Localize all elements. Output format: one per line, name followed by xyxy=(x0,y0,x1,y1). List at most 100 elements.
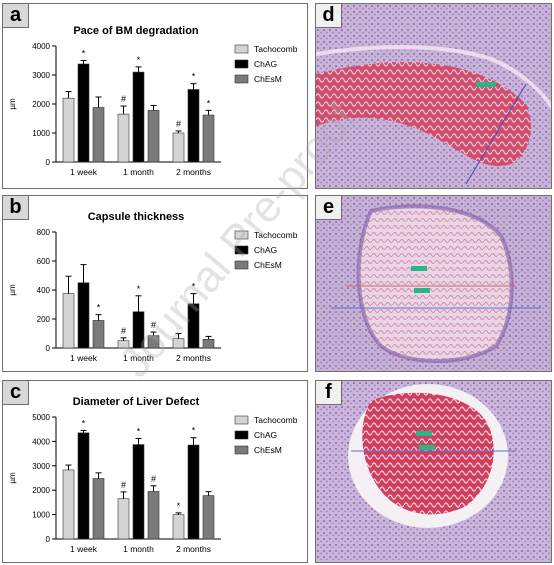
bar-tachocomb xyxy=(172,514,185,540)
y-tick-label: 1000 xyxy=(32,129,50,138)
bar-chag xyxy=(187,89,200,163)
legend-label-chag: ChAG xyxy=(254,430,277,440)
x-tick-label: 2 months xyxy=(176,353,211,363)
histology-image-e: e xyxy=(315,195,552,372)
significance-mark: * xyxy=(192,72,196,82)
bar-tachocomb xyxy=(62,293,75,349)
y-tick-label: 4000 xyxy=(32,437,50,446)
chart-title: Pace of BM degradation xyxy=(73,25,199,37)
y-axis-label: µm xyxy=(8,472,17,484)
panel-b-label: b xyxy=(3,196,29,220)
x-tick-label: 2 months xyxy=(176,544,211,554)
bar-tachocomb xyxy=(117,498,130,540)
histology-e-drawing xyxy=(316,196,551,371)
bar-chesm xyxy=(202,114,215,163)
bar-chag xyxy=(77,282,90,349)
y-tick-label: 800 xyxy=(37,228,51,237)
legend-label-tachocomb: Tachocomb xyxy=(254,44,298,54)
y-tick-label: 600 xyxy=(37,257,51,266)
bar-chesm xyxy=(202,339,215,349)
panel-e-label: e xyxy=(316,196,342,220)
bar-chag xyxy=(187,444,200,540)
significance-mark: * xyxy=(137,426,141,436)
y-tick-label: 0 xyxy=(46,158,51,167)
significance-mark: * xyxy=(82,49,86,59)
legend-swatch-chesm xyxy=(234,445,249,455)
panel-a-label: a xyxy=(3,4,29,28)
legend-swatch-chesm xyxy=(234,260,249,270)
bar-chag xyxy=(132,311,145,349)
bar-chesm xyxy=(92,320,105,349)
panel-c-label: c xyxy=(3,381,29,405)
legend-label-tachocomb: Tachocomb xyxy=(254,230,298,240)
legend-swatch-chag xyxy=(234,430,249,440)
histology-image-f: f xyxy=(315,380,552,563)
bar-tachocomb xyxy=(117,340,130,349)
legend-swatch-chag xyxy=(234,245,249,255)
significance-mark: # xyxy=(151,320,156,330)
chart-b-svg: Capsule thickness 0 200 400 600 800 µm * 1 week #… xyxy=(8,211,298,363)
y-axis-label: µm xyxy=(8,98,17,110)
bar-chag xyxy=(77,63,90,163)
chart-title: Diameter of Liver Defect xyxy=(73,396,200,408)
x-tick-label: 1 month xyxy=(123,353,154,363)
y-tick-label: 4000 xyxy=(32,42,50,51)
legend-swatch-tachocomb xyxy=(234,415,249,425)
significance-mark: * xyxy=(207,98,211,108)
chart-a-svg: Pace of BM degradation 0 1000 2000 3000 4000 µ… xyxy=(8,25,298,177)
y-tick-label: 3000 xyxy=(32,462,50,471)
y-tick-label: 3000 xyxy=(32,71,50,80)
legend-swatch-chesm xyxy=(234,74,249,84)
bar-chesm xyxy=(147,110,160,163)
legend-label-chesm: ChEsM xyxy=(254,260,282,270)
panel-f-label: f xyxy=(316,381,342,405)
y-tick-label: 1000 xyxy=(32,511,50,520)
x-tick-label: 1 month xyxy=(123,167,154,177)
legend-swatch-chag xyxy=(234,59,249,69)
panel-a: a Pace of BM degradation 0 1000 2000 3000 400… xyxy=(2,3,308,189)
significance-mark: * xyxy=(97,303,101,313)
y-tick-label: 200 xyxy=(37,315,51,324)
significance-mark: * xyxy=(192,426,196,436)
panel-b: b Capsule thickness 0 200 400 600 800 µm * 1 wee… xyxy=(2,195,308,372)
significance-mark: # xyxy=(176,119,181,129)
y-tick-label: 0 xyxy=(46,535,51,544)
significance-mark: * xyxy=(137,55,141,65)
y-tick-label: 2000 xyxy=(32,100,50,109)
bar-chag xyxy=(132,71,145,163)
significance-mark: # xyxy=(121,326,126,336)
panel-c: c Diameter of Liver Defect 0 1000 2000 3000 4… xyxy=(2,380,308,563)
chart-title: Capsule thickness xyxy=(88,211,185,223)
legend-label-tachocomb: Tachocomb xyxy=(254,415,298,425)
y-tick-label: 400 xyxy=(37,286,51,295)
x-tick-label: 1 week xyxy=(70,167,98,177)
significance-mark: * xyxy=(82,418,86,428)
significance-mark: # xyxy=(121,94,126,104)
bar-tachocomb xyxy=(172,338,185,349)
significance-mark: * xyxy=(192,282,196,292)
histology-f-drawing xyxy=(316,381,551,562)
significance-mark: # xyxy=(151,474,156,484)
bar-chag xyxy=(187,303,200,349)
significance-mark: * xyxy=(137,284,141,294)
legend-label-chag: ChAG xyxy=(254,245,277,255)
bar-chesm xyxy=(147,491,160,540)
histology-image-d: d xyxy=(315,3,552,189)
bar-chesm xyxy=(202,495,215,540)
legend-label-chesm: ChEsM xyxy=(254,445,282,455)
x-tick-label: 1 month xyxy=(123,544,154,554)
significance-mark: * xyxy=(177,501,181,511)
x-tick-label: 2 months xyxy=(176,167,211,177)
legend-label-chesm: ChEsM xyxy=(254,74,282,84)
panel-d-label: d xyxy=(316,4,342,28)
bar-chag xyxy=(132,444,145,540)
bar-tachocomb xyxy=(117,113,130,163)
y-tick-label: 0 xyxy=(46,344,51,353)
x-tick-label: 1 week xyxy=(70,544,98,554)
bar-chag xyxy=(77,432,90,540)
legend-label-chag: ChAG xyxy=(254,59,277,69)
histology-d-drawing xyxy=(316,4,551,188)
bar-tachocomb xyxy=(172,132,185,163)
legend-swatch-tachocomb xyxy=(234,230,249,240)
bar-tachocomb xyxy=(62,469,75,540)
